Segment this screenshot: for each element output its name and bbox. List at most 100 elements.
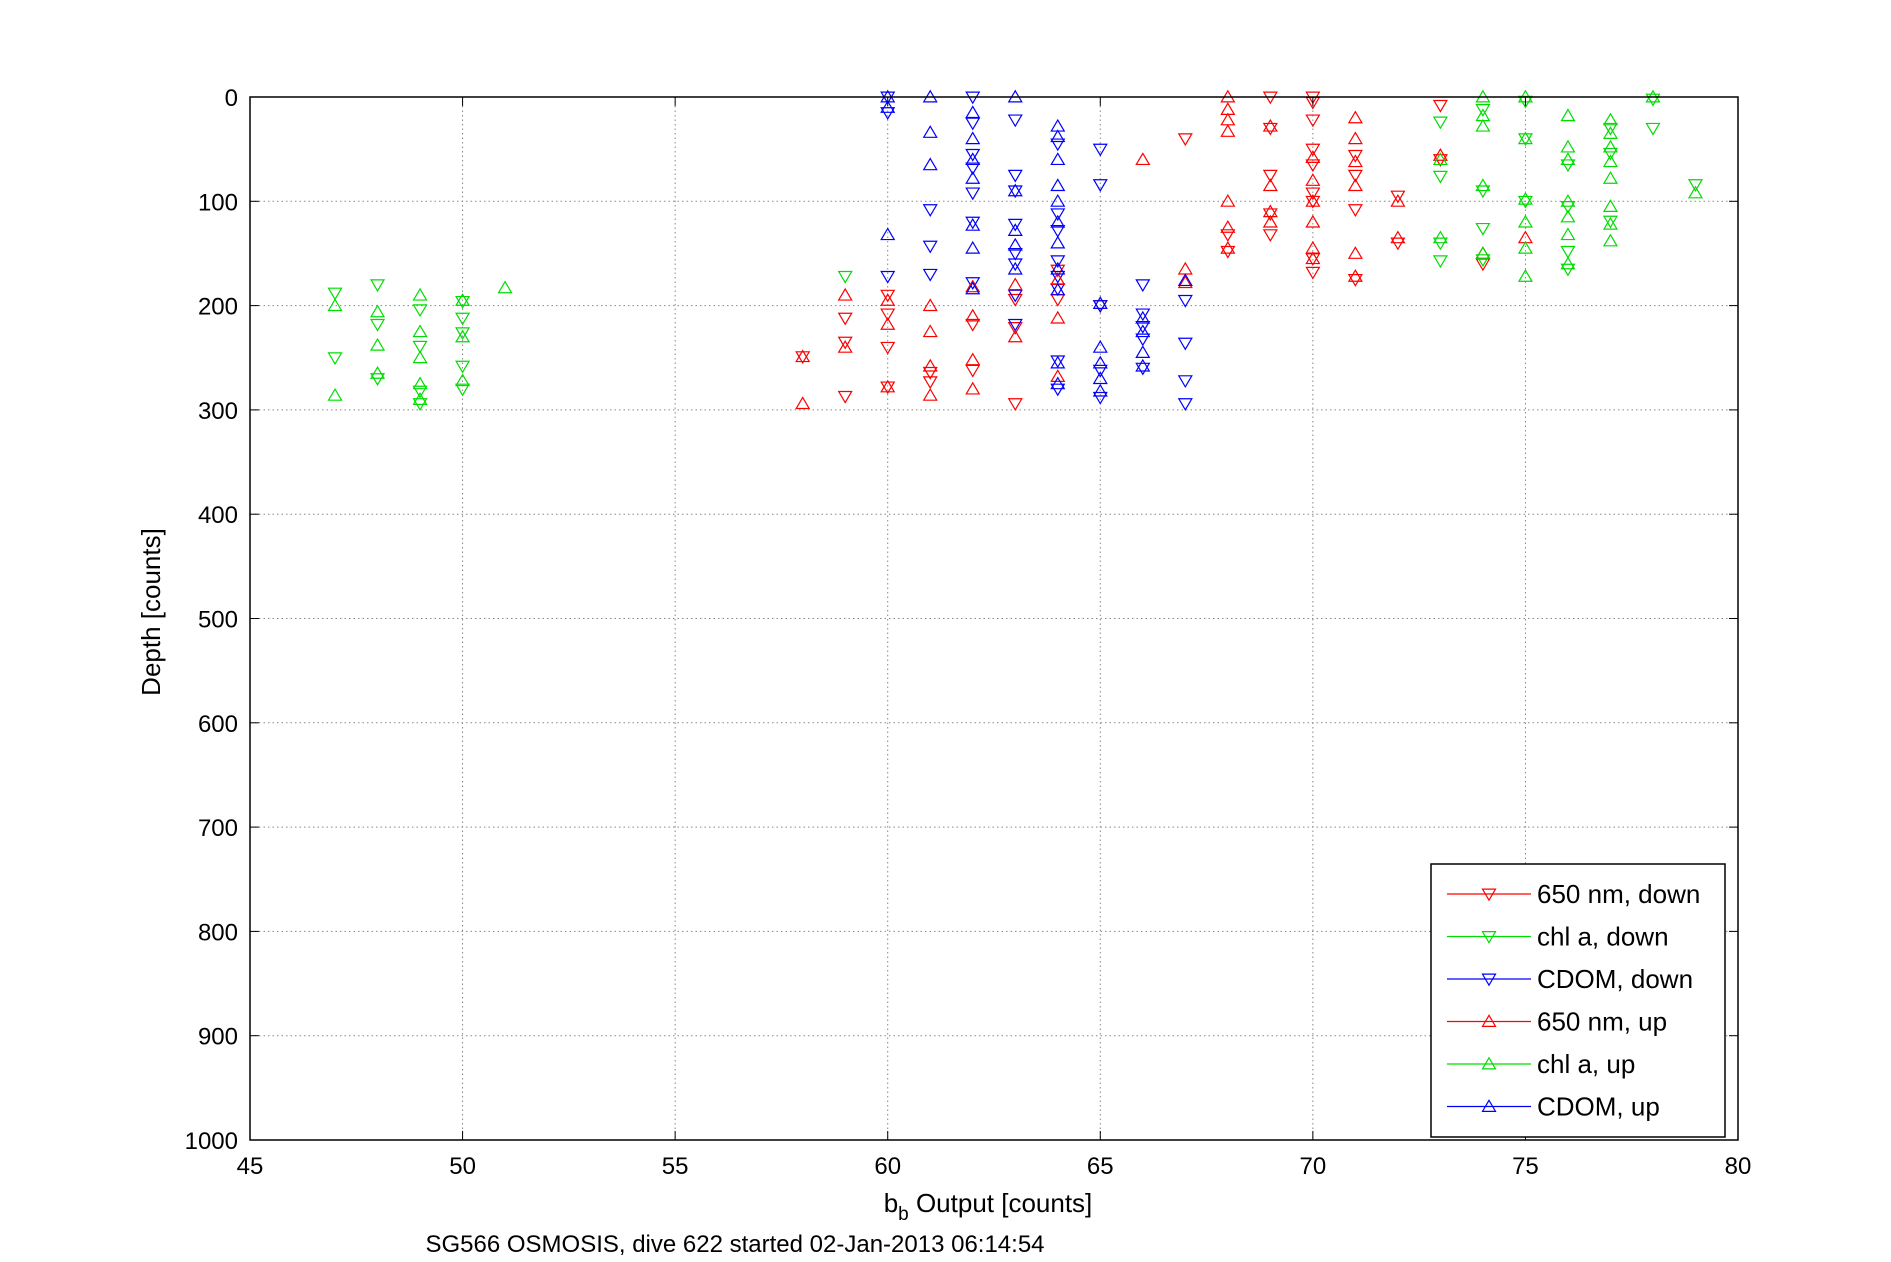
data-point [1517,133,1533,147]
data-point [1135,308,1151,322]
data-point [1262,122,1278,136]
data-point [922,358,938,372]
data-point [1602,216,1619,230]
data-point [922,324,938,338]
data-point [1177,398,1193,412]
data-point [922,387,938,401]
data-point [412,287,428,301]
data-point [1517,240,1533,254]
data-point [1007,237,1023,251]
data-point [1517,269,1533,282]
data-point [1602,122,1619,136]
data-point [1007,183,1023,197]
data-point [1687,179,1704,192]
data-point [369,279,386,293]
data-point [1092,300,1108,313]
series-4 [327,89,1704,405]
data-point [1347,169,1363,183]
data-point [880,381,896,395]
data-point [1092,391,1108,405]
data-point [1517,191,1533,205]
data-point [965,216,981,230]
data-point [412,350,428,364]
data-point [1560,227,1576,241]
data-point [1007,247,1023,261]
data-point [1305,143,1321,157]
data-point [1645,122,1661,136]
data-point [1262,118,1278,132]
data-point [1135,320,1151,334]
data-point [1305,193,1321,207]
data-point [1050,235,1066,249]
data-point [1560,209,1576,223]
data-point [1390,230,1406,244]
data-point [965,279,981,293]
legend-marker [1481,973,1497,987]
data-point [795,396,811,410]
data-point [1092,355,1108,369]
data-point [327,287,343,301]
data-point [327,352,343,366]
data-point [1092,371,1108,385]
data-point [1305,214,1321,228]
data-point [1135,345,1151,359]
data-point [1177,294,1193,308]
data-point [1262,178,1278,192]
series-5 [880,89,1193,397]
data-point [412,392,428,405]
data-point [1347,149,1363,163]
data-point [1092,383,1108,397]
x-tick-label: 45 [237,1153,264,1180]
data-point [1432,148,1448,161]
data-point [1092,364,1108,378]
data-point [1262,208,1278,222]
data-point [965,364,981,378]
data-point [1007,218,1023,232]
x-axis-label: bb Output [counts] [884,1188,1093,1225]
legend-marker [1481,888,1497,902]
data-point [1560,193,1576,207]
data-point [1135,310,1151,324]
data-point [1560,152,1576,166]
series-1 [327,93,1704,412]
x-tick-labels: 45 50 55 60 65 70 75 80 [237,1153,1752,1180]
data-point [1050,255,1066,269]
data-point [1050,178,1066,192]
legend-box [1430,863,1726,1138]
data-point [369,366,386,379]
data-point [922,298,938,312]
data-point [1007,322,1023,335]
data-point [1220,245,1236,259]
data-point [1050,208,1066,222]
data-point [1347,110,1363,124]
data-point [1007,185,1023,199]
data-point [1262,169,1278,183]
data-point [1135,358,1151,372]
x-tick-label: 65 [1087,1153,1114,1180]
data-point [455,329,471,343]
y-tick-label: 400 [198,502,238,529]
data-point [1305,187,1321,201]
data-point [965,187,981,201]
data-point [837,312,853,326]
y-tick-label: 1000 [185,1128,238,1155]
data-point [327,387,343,401]
data-point [369,373,386,386]
data-point [1092,296,1108,309]
x-tick-label: 75 [1512,1153,1539,1180]
legend-marker [1481,1099,1497,1112]
data-point [1305,195,1321,209]
data-point [1432,255,1448,269]
data-point [1220,240,1236,254]
data-point [1560,108,1576,122]
x-tick-label: 70 [1300,1153,1327,1180]
data-point [837,339,853,353]
data-point [1007,318,1023,332]
data-point [965,352,981,366]
data-point [1177,133,1193,147]
y-tick-label: 800 [198,919,238,946]
data-point [1560,159,1576,173]
data-point [1602,139,1619,153]
data-point [1050,214,1066,228]
